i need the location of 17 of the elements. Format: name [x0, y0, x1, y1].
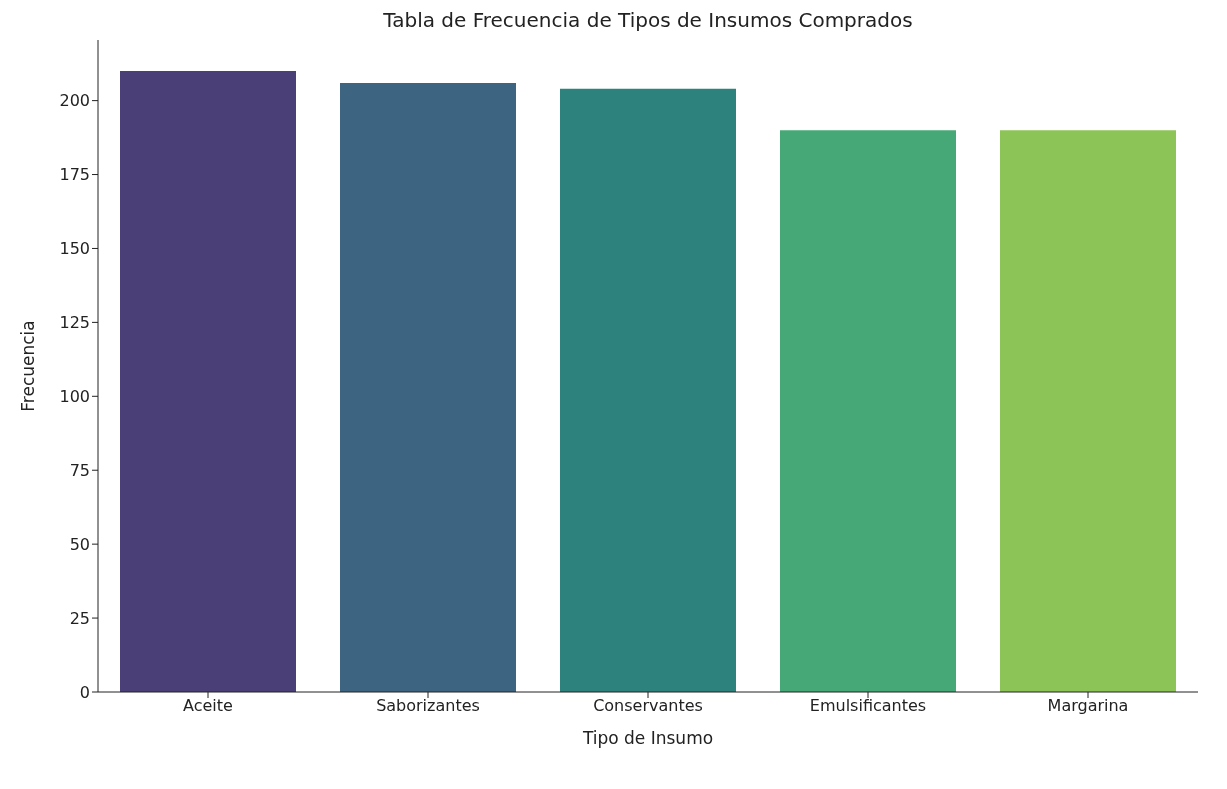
y-tick-label: 150 — [59, 239, 90, 259]
y-tick-label: 25 — [69, 608, 90, 628]
x-tick-label: Conservantes — [593, 696, 703, 716]
x-tick-label: Saborizantes — [376, 696, 480, 716]
y-tick-label: 50 — [69, 534, 90, 554]
y-tick-label: 125 — [59, 313, 90, 333]
x-tick-label: Margarina — [1047, 696, 1129, 716]
y-axis-title: Frecuencia — [18, 320, 39, 412]
chart-title: Tabla de Frecuencia de Tipos de Insumos Comprados — [382, 8, 914, 32]
y-tick-label: 200 — [59, 91, 90, 111]
y-tick-label: 100 — [59, 386, 90, 406]
x-axis-title: Tipo de Insumo — [581, 728, 714, 748]
y-tick-label: 75 — [69, 460, 90, 480]
y-tick-label: 175 — [59, 165, 90, 185]
x-tick-label: Emulsificantes — [809, 696, 927, 716]
x-tick-label: Aceite — [183, 696, 233, 716]
y-tick-label: 0 — [79, 682, 90, 702]
